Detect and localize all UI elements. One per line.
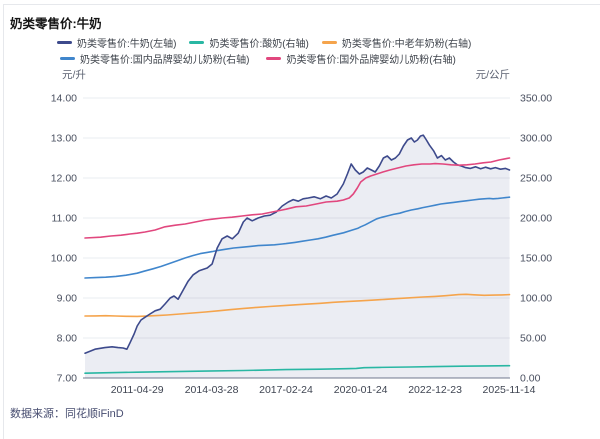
legend-line-icon xyxy=(57,40,72,44)
x-tick-label: 2014-03-28 xyxy=(185,384,239,396)
y-tick-label-right: 0.00 xyxy=(520,373,541,385)
x-tick-label: 2022-12-23 xyxy=(408,384,462,396)
legend-item-1[interactable]: 奶类零售价:酸奶(右轴) xyxy=(189,35,309,50)
data-source: 数据来源：同花顺iFinD xyxy=(10,405,124,421)
legend-item-label: 奶类零售价:国外品牌婴幼儿奶粉(右轴) xyxy=(286,54,456,66)
data-source-label: 数据来源： xyxy=(10,408,65,420)
y-tick-label-left: 10.00 xyxy=(51,253,77,265)
y-tick-label-left: 9.00 xyxy=(57,293,78,305)
legend-line-icon xyxy=(189,40,205,44)
y-tick-label-left: 11.00 xyxy=(52,213,78,225)
legend-item-label: 奶类零售价:中老年奶粉(右轴) xyxy=(341,38,472,50)
y-tick-label-right: 200.00 xyxy=(520,213,552,225)
panel-border-top xyxy=(3,4,600,5)
data-source-value: 同花顺iFinD xyxy=(65,408,124,420)
y-tick-label-right: 250.00 xyxy=(520,173,552,185)
legend: 奶类零售价:牛奶(左轴) 奶类零售价:酸奶(右轴) 奶类零售价:中老年奶粉(右轴) … xyxy=(0,34,600,66)
series-line-奶类零售价:牛奶(左轴) xyxy=(84,134,511,355)
y-tick-label-left: 8.00 xyxy=(57,333,78,345)
series-line-奶类零售价:酸奶(右轴) xyxy=(84,364,511,375)
y-tick-label-left: 12.00 xyxy=(51,173,77,185)
series-line-奶类零售价:国内品牌婴幼儿奶粉(右轴) xyxy=(84,196,511,279)
y-tick-label-right: 50.00 xyxy=(520,333,546,345)
legend-item-2[interactable]: 奶类零售价:中老年奶粉(右轴) xyxy=(321,35,472,50)
right-axis-unit: 元/公斤 xyxy=(475,69,510,81)
y-tick-label-left: 14.00 xyxy=(51,93,77,105)
legend-line-icon xyxy=(60,56,75,60)
y-tick-label-right: 350.00 xyxy=(520,93,552,105)
legend-item-label: 奶类零售价:牛奶(左轴) xyxy=(77,38,177,50)
x-tick-label: 2011-04-29 xyxy=(111,384,164,396)
y-tick-label-left: 7.00 xyxy=(57,373,78,385)
legend-line-icon xyxy=(321,40,337,44)
legend-item-4[interactable]: 奶类零售价:国外品牌婴幼儿奶粉(右轴) xyxy=(266,51,456,66)
legend-item-label: 奶类零售价:酸奶(右轴) xyxy=(209,38,309,50)
y-tick-label-right: 300.00 xyxy=(520,133,552,145)
left-axis-unit: 元/升 xyxy=(62,69,86,81)
legend-row-2: 奶类零售价:国内品牌婴幼儿奶粉(右轴) 奶类零售价:国外品牌婴幼儿奶粉(右轴) xyxy=(0,50,600,66)
series-area-奶类零售价:牛奶(左轴) xyxy=(85,135,510,378)
legend-line-icon xyxy=(266,56,282,60)
legend-row-1: 奶类零售价:牛奶(左轴) 奶类零售价:酸奶(右轴) 奶类零售价:中老年奶粉(右轴) xyxy=(0,34,600,50)
series-line-奶类零售价:国外品牌婴幼儿奶粉(右轴) xyxy=(84,157,511,239)
x-tick-label: 2020-01-24 xyxy=(334,384,388,396)
y-tick-label-left: 13.00 xyxy=(51,133,77,145)
legend-item-label: 奶类零售价:国内品牌婴幼儿奶粉(右轴) xyxy=(80,54,250,66)
chart-title: 奶类零售价:牛奶 xyxy=(10,17,102,31)
y-tick-label-right: 100.00 xyxy=(520,293,552,305)
legend-item-3[interactable]: 奶类零售价:国内品牌婴幼儿奶粉(右轴) xyxy=(60,51,249,66)
panel-border-left xyxy=(3,4,4,439)
y-tick-label-right: 150.00 xyxy=(520,253,552,265)
legend-item-0[interactable]: 奶类零售价:牛奶(左轴) xyxy=(57,35,176,50)
x-tick-label: 2017-02-24 xyxy=(259,384,313,396)
x-tick-label: 2025-11-14 xyxy=(483,384,536,396)
